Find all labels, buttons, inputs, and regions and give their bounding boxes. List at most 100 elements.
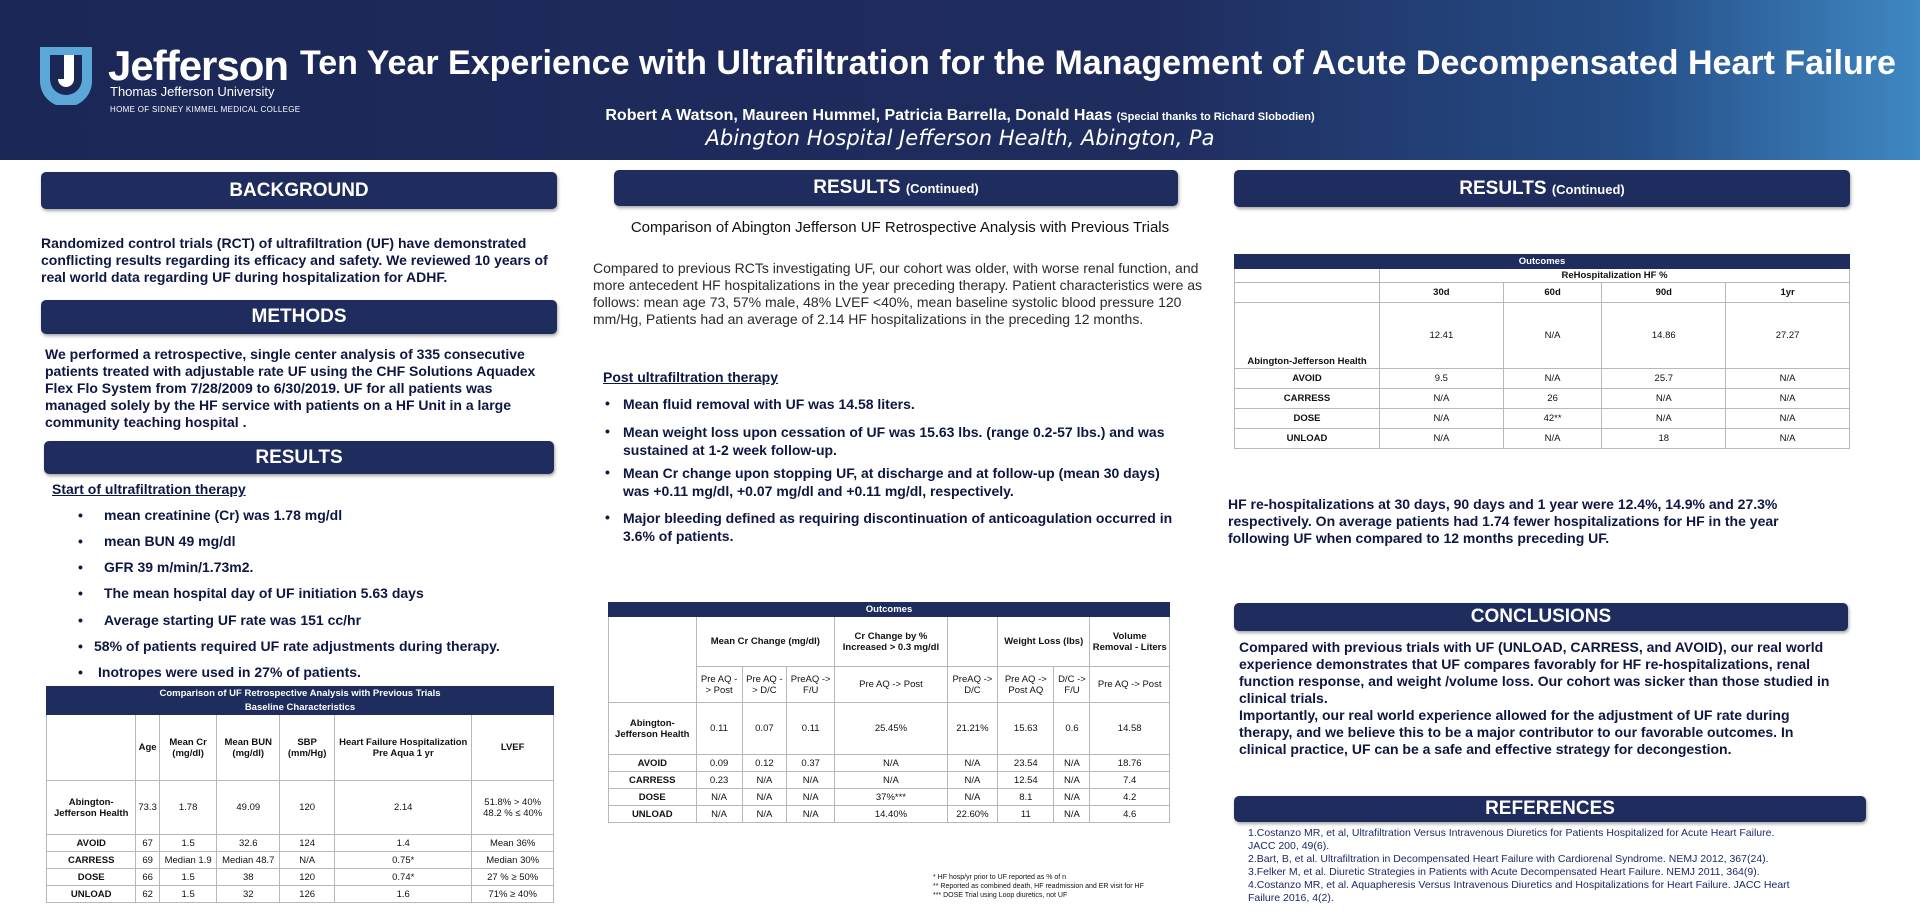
background-text: Randomized control trials (RCT) of ultra… xyxy=(41,235,548,285)
list-item: • The mean hospital day of UF initiation … xyxy=(78,585,424,601)
sub-header-cell: Pre AQ -> Post xyxy=(834,666,948,703)
row-label: UNLOAD xyxy=(1234,428,1380,449)
header-cell: Heart Failure Hospitalization Pre Aqua 1… xyxy=(334,714,473,781)
table-cell: 32.6 xyxy=(216,834,281,852)
methods-heading: METHODS xyxy=(41,300,557,334)
results-continued-heading: RESULTS (Continued) xyxy=(614,170,1178,206)
table-title: Outcomes xyxy=(608,602,1170,617)
table-cell: Median 1.9 xyxy=(158,851,218,869)
jefferson-logo-icon xyxy=(40,47,92,105)
table-cell: 27.27 xyxy=(1725,302,1850,369)
row-label: CARRESS xyxy=(45,851,137,869)
table-cell: 1.78 xyxy=(158,780,218,835)
table-cell: 51.8% > 40% 48.2 % ≤ 40% xyxy=(471,780,554,835)
table-body: Abington-Jefferson Health 12.41 N/A 14.86 27… xyxy=(1234,302,1850,449)
header-cell: 60d xyxy=(1502,282,1603,303)
row-label: AVOID xyxy=(45,834,137,852)
group-header: Cr Change by % Increased > 0.3 mg/dl xyxy=(834,616,948,667)
empty-header-cell xyxy=(946,616,999,667)
table-cell: N/A xyxy=(1725,368,1850,389)
results-heading: RESULTS xyxy=(44,441,554,474)
header-cell: Mean Cr (mg/dl) xyxy=(158,714,218,781)
table-cell: N/A xyxy=(946,788,999,806)
bullet-text: 58% of patients required UF rate adjustm… xyxy=(94,638,500,654)
table-cell: 0.07 xyxy=(741,702,788,755)
header-cell: Age xyxy=(135,714,160,781)
table-cell: 2.14 xyxy=(334,780,473,835)
empty-header-cell xyxy=(1234,282,1380,303)
table-row: AVOID 67 1.5 32.6 124 1.4 Mean 36% xyxy=(45,834,554,852)
table-cell: 32 xyxy=(216,885,281,903)
header-row: 30d 60d 90d 1yr xyxy=(1234,282,1850,303)
reference-item: 4.Costanzo MR, et al. Aquapheresis Versu… xyxy=(1248,879,1790,904)
row-label: CARRESS xyxy=(1234,388,1380,409)
table-cell: 25.45% xyxy=(834,702,948,755)
table-cell: 0.6 xyxy=(1053,702,1091,755)
table-cell: N/A xyxy=(279,851,336,869)
bullet-icon: • xyxy=(78,559,83,575)
table-cell: 0.37 xyxy=(786,754,836,772)
table-cell: N/A xyxy=(741,805,788,823)
table-cell: N/A xyxy=(1053,754,1091,772)
bullet-icon: • xyxy=(605,423,610,439)
bullet-text: Average starting UF rate was 151 cc/hr xyxy=(104,612,362,628)
table-cell: 12.41 xyxy=(1379,302,1504,369)
table-cell: 14.40% xyxy=(834,805,948,823)
table-cell: 71% ≥ 40% xyxy=(471,885,554,903)
table-row: UNLOAD 62 1.5 32 126 1.6 71% ≥ 40% xyxy=(45,885,554,903)
conclusions-heading: CONCLUSIONS xyxy=(1234,603,1848,631)
bullet-text: mean creatinine (Cr) was 1.78 mg/dl xyxy=(104,507,343,523)
table-cell: 14.86 xyxy=(1601,302,1727,369)
table-row: CARRESS 69 Median 1.9 Median 48.7 N/A 0.75* Me… xyxy=(45,851,554,869)
table-cell: 120 xyxy=(279,780,336,835)
table-cell: 38 xyxy=(216,868,281,886)
table-cell: N/A xyxy=(1725,428,1850,449)
row-label: DOSE xyxy=(608,788,697,806)
table-cell: 37%*** xyxy=(834,788,948,806)
table-cell: 1.5 xyxy=(158,868,218,886)
footnote: *** DOSE Trial using Loop diuretics, not… xyxy=(933,892,1068,899)
affiliation: Abington Hospital Jefferson Health, Abin… xyxy=(705,126,1215,150)
table-cell: 4.2 xyxy=(1089,788,1170,806)
bullet-text: The mean hospital day of UF initiation 5… xyxy=(104,585,424,601)
table-cell: 4.6 xyxy=(1089,805,1170,823)
row-label: DOSE xyxy=(45,868,137,886)
sub-header-cell: PreAQ -> D/C xyxy=(946,666,999,703)
table-cell: N/A xyxy=(1502,368,1603,389)
author-names: Robert A Watson, Maureen Hummel, Patrici… xyxy=(605,107,1113,124)
authors: Robert A Watson, Maureen Hummel, Patrici… xyxy=(0,107,1920,125)
table-cell: N/A xyxy=(1502,428,1603,449)
outcomes-table-rehospitalization: Outcomes ReHospitalization HF % 30d 60d 90… xyxy=(1234,254,1850,449)
table-cell: Mean 36% xyxy=(471,834,554,852)
row-label: UNLOAD xyxy=(45,885,137,903)
footnote: * HF hosp/yr prior to UF reported as % o… xyxy=(933,874,1067,881)
table-cell: 69 xyxy=(135,851,160,869)
table-cell: 66 xyxy=(135,868,160,886)
row-label: CARRESS xyxy=(608,771,697,789)
header-cell: 30d xyxy=(1379,282,1504,303)
results-subheading: Start of ultrafiltration therapy xyxy=(52,481,246,497)
header-cell: 90d xyxy=(1601,282,1727,303)
methods-text: We performed a retrospective, single cen… xyxy=(45,346,536,430)
empty-header-cell xyxy=(45,714,137,781)
bullet-icon: • xyxy=(78,507,83,523)
bullet-text: Mean Cr change upon stopping UF, at disc… xyxy=(623,465,1160,499)
bullet-text: Inotropes were used in 27% of patients. xyxy=(98,664,361,680)
table-title: Outcomes xyxy=(1234,254,1850,269)
table-cell: 1.4 xyxy=(334,834,473,852)
bullet-icon: • xyxy=(605,509,610,525)
bullet-icon: • xyxy=(78,533,83,549)
reference-item: 3.Felker M, et al. Diuretic Strategies i… xyxy=(1248,866,1760,878)
table-cell: N/A xyxy=(1601,408,1727,429)
empty-header-cell xyxy=(1234,268,1380,283)
table-cell: 1.6 xyxy=(334,885,473,903)
table-cell: 62 xyxy=(135,885,160,903)
table-cell: N/A xyxy=(1053,788,1091,806)
bullet-icon: • xyxy=(605,395,610,411)
list-item: • Major bleeding defined as requiring dis… xyxy=(605,509,1185,545)
row-label: UNLOAD xyxy=(608,805,697,823)
table-cell: 27 % ≥ 50% xyxy=(471,868,554,886)
post-uf-subheading: Post ultrafiltration therapy xyxy=(603,369,779,385)
sub-header-cell: Pre AQ -> Post AQ xyxy=(997,666,1055,703)
logo-wordmark: Jefferson xyxy=(108,42,289,89)
